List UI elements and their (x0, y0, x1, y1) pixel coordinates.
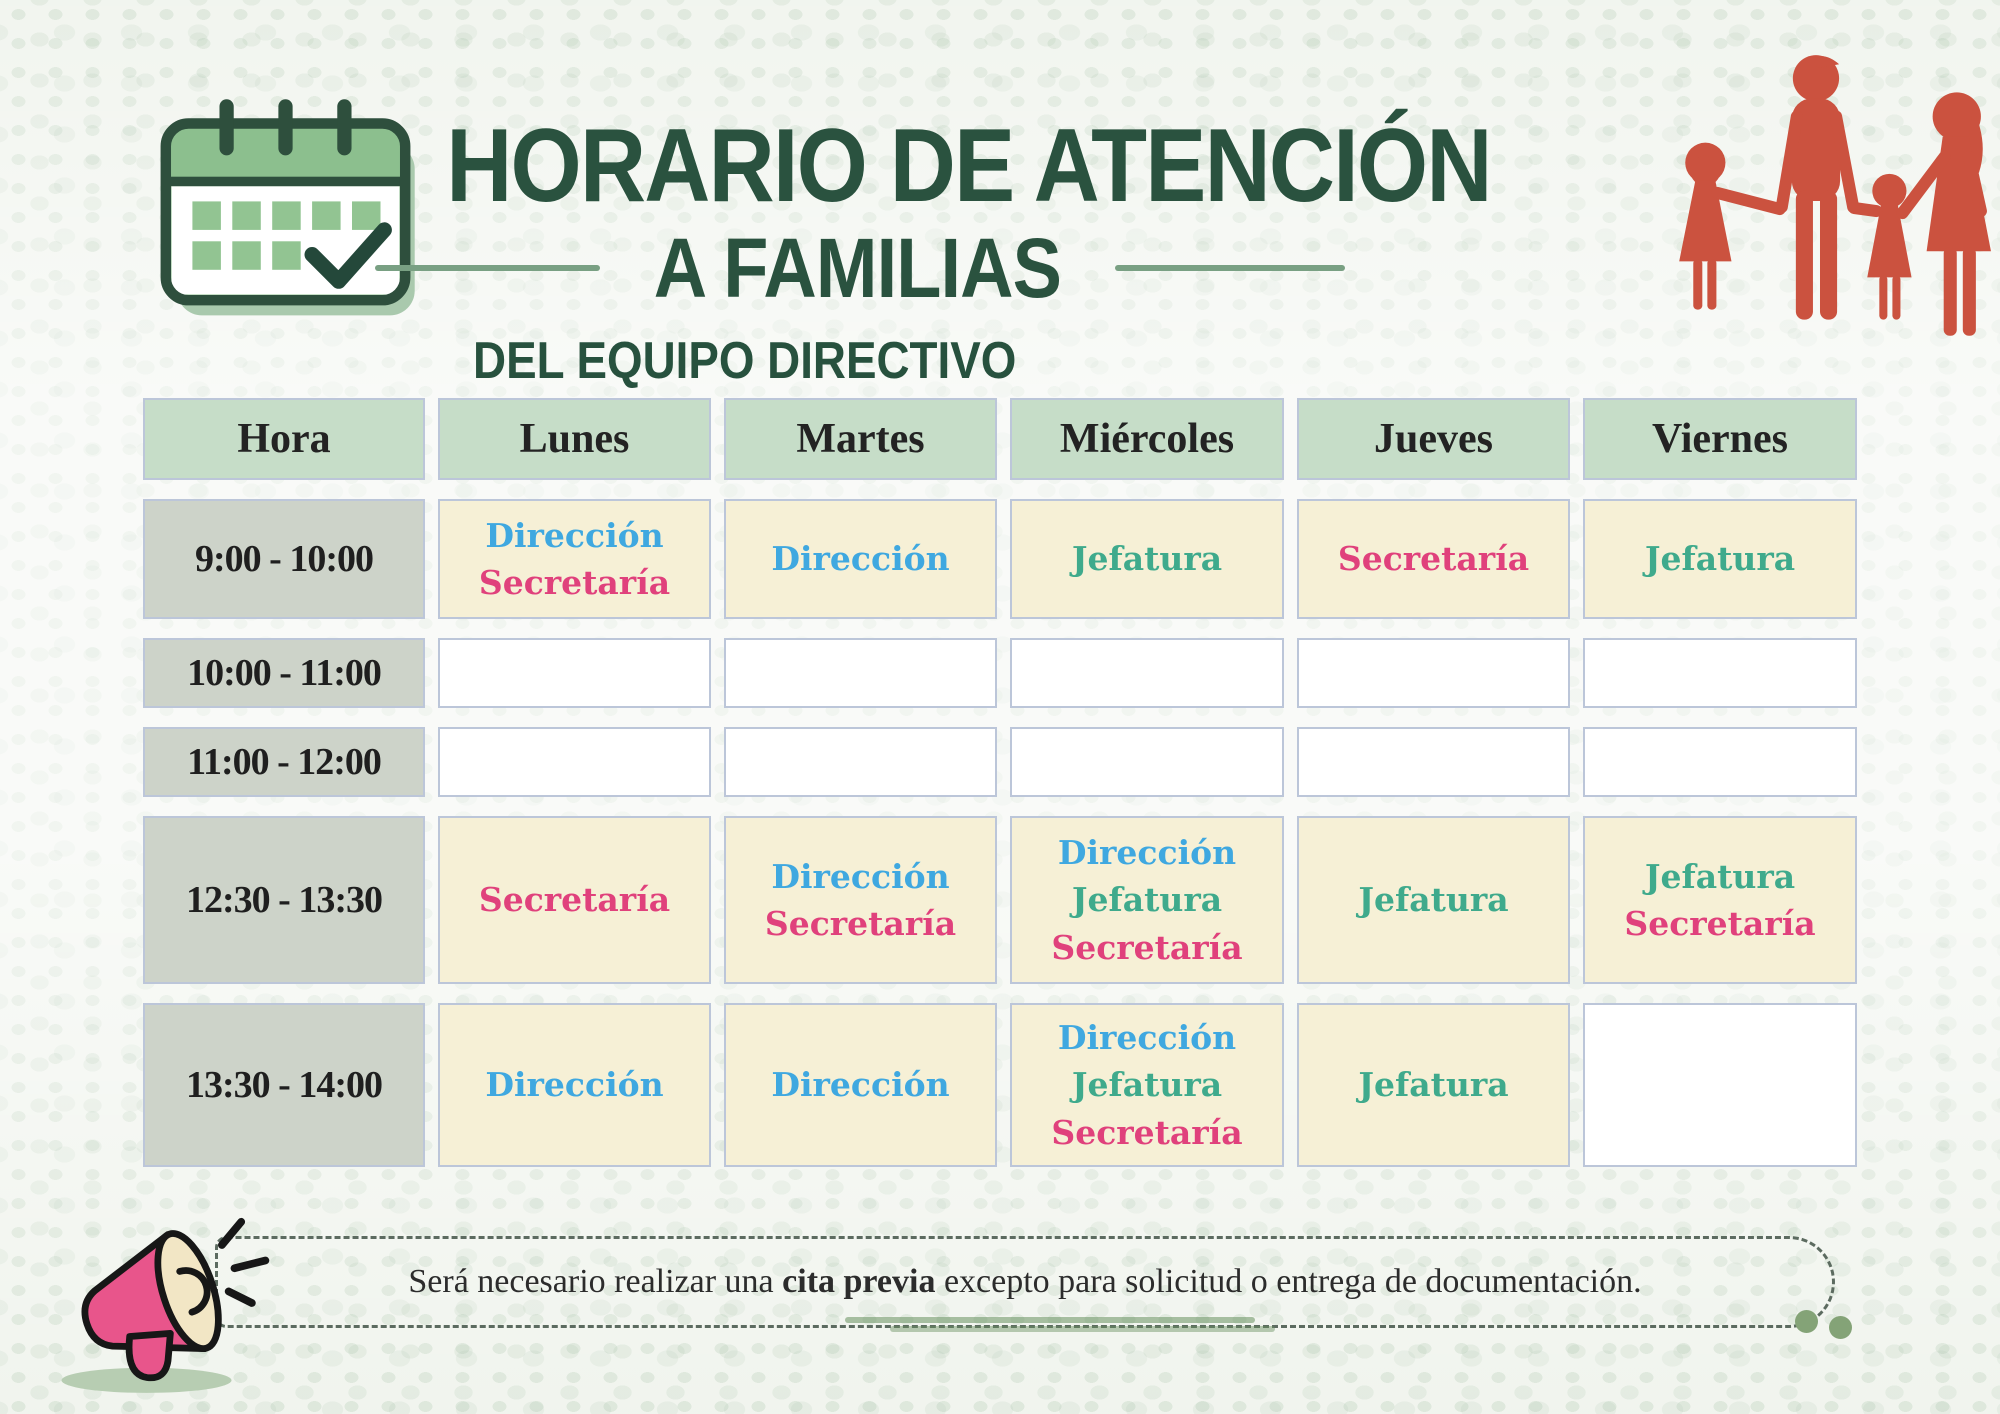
page-title-line1: HORARIO DE ATENCIÓN (446, 108, 1492, 224)
schedule-cell-empty (1297, 638, 1570, 708)
schedule-entry: Dirección (485, 1065, 664, 1105)
schedule-cell: Jefatura (1297, 1003, 1570, 1167)
title-divider-left (375, 265, 601, 272)
schedule-cell: Jefatura (1010, 499, 1284, 619)
schedule-cell-empty (1583, 638, 1857, 708)
family-silhouette-icon (1679, 55, 1991, 336)
decorative-dot (1829, 1316, 1852, 1339)
schedule-cell-empty (1010, 727, 1284, 797)
calendar-icon (160, 99, 415, 316)
header-cell-martes: Martes (724, 398, 997, 480)
note-text-bold: cita previa (782, 1263, 936, 1300)
schedule-entry: Jefatura (1071, 539, 1223, 579)
schedule-entry: Jefatura (1644, 856, 1796, 896)
schedule-entry: Jefatura (1358, 880, 1509, 920)
schedule-entry: Dirección (771, 539, 950, 579)
schedule-entry: Dirección (1057, 1018, 1237, 1058)
schedule-entry: Secretaría (1337, 539, 1530, 579)
schedule-cell: Secretaría (438, 816, 711, 984)
header-cell-viernes: Viernes (1583, 398, 1857, 480)
note-text-prefix: Será necesario realizar una (408, 1263, 783, 1300)
note-box: Será necesario realizar una cita previa … (215, 1236, 1835, 1328)
schedule-cell: Dirección Secretaría (724, 816, 997, 984)
time-cell: 11:00 - 12:00 (143, 727, 425, 797)
schedule-cell-empty (724, 727, 997, 797)
header-cell-miercoles: Miércoles (1010, 398, 1284, 480)
schedule-cell-empty (724, 638, 997, 708)
schedule-cell-empty (438, 727, 711, 797)
marker-stroke (890, 1326, 1275, 1332)
schedule-cell-empty (1583, 1003, 1857, 1167)
page-title-row2: A FAMILIAS (375, 221, 1345, 315)
schedule-cell-empty (438, 638, 711, 708)
schedule-entry: Dirección (771, 856, 950, 896)
schedule-entry: Dirección (485, 515, 664, 555)
schedule-cell: Jefatura (1583, 499, 1857, 619)
schedule-entry: Dirección (1057, 833, 1237, 873)
header-cell-lunes: Lunes (438, 398, 711, 480)
marker-stroke (845, 1317, 1255, 1323)
schedule-cell: Dirección (724, 1003, 997, 1167)
schedule-table: Hora Lunes Martes Miércoles Jueves Viernes 9:0… (143, 398, 1857, 1167)
schedule-entry: Dirección (771, 1065, 950, 1105)
page-title: HORARIO DE ATENCIÓN (375, 111, 1492, 221)
schedule-cell: Dirección Jefatura Secretaría (1010, 816, 1284, 984)
header-cell-hora: Hora (143, 398, 425, 480)
schedule-entry: Secretaría (1624, 904, 1816, 943)
schedule-cell: Dirección Secretaría (438, 499, 711, 619)
page-subtitle: DEL EQUIPO DIRECTIVO (430, 332, 1060, 390)
time-cell: 12:30 - 13:30 (143, 816, 425, 984)
schedule-entry: Secretaría (1051, 927, 1243, 967)
schedule-cell: Dirección (724, 499, 997, 619)
note-text: Será necesario realizar una cita previa … (408, 1263, 1641, 1301)
time-cell: 10:00 - 11:00 (143, 638, 425, 708)
schedule-cell: Jefatura Secretaría (1583, 816, 1857, 984)
schedule-entry: Secretaría (764, 904, 957, 943)
schedule-entry: Jefatura (1071, 880, 1223, 920)
schedule-entry: Jefatura (1644, 539, 1796, 579)
megaphone-icon (61, 1217, 270, 1393)
schedule-entry: Jefatura (1071, 1065, 1223, 1105)
schedule-cell: Jefatura (1297, 816, 1570, 984)
schedule-cell: Dirección (438, 1003, 711, 1167)
time-cell: 13:30 - 14:00 (143, 1003, 425, 1167)
decorative-dot (1795, 1310, 1818, 1333)
schedule-entry: Jefatura (1358, 1065, 1509, 1105)
schedule-cell-empty (1297, 727, 1570, 797)
schedule-cell: Secretaría (1297, 499, 1570, 619)
note-text-suffix: excepto para solicitud o entrega de docu… (935, 1263, 1642, 1300)
page-title-line3: DEL EQUIPO DIRECTIVO (473, 332, 1017, 390)
header-cell-jueves: Jueves (1297, 398, 1570, 480)
schedule-entry: Secretaría (478, 563, 671, 602)
title-divider-right (1114, 265, 1345, 272)
time-cell: 9:00 - 10:00 (143, 499, 425, 619)
schedule-entry: Secretaría (1051, 1112, 1243, 1152)
schedule-cell: Dirección Jefatura Secretaría (1010, 1003, 1284, 1167)
page-title-line2: A FAMILIAS (653, 221, 1062, 315)
schedule-cell-empty (1583, 727, 1857, 797)
schedule-entry: Secretaría (478, 880, 671, 920)
schedule-cell-empty (1010, 638, 1284, 708)
